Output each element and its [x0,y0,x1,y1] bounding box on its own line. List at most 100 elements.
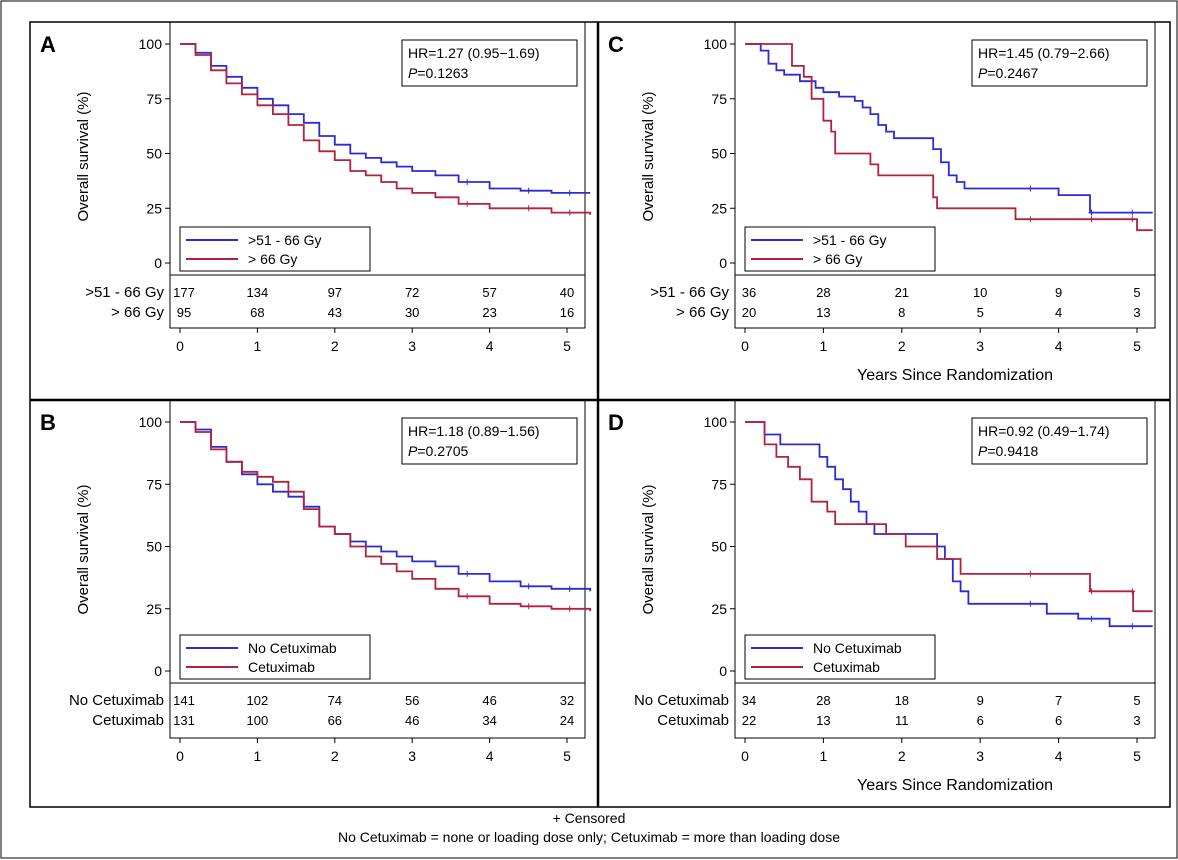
footnote-definition: No Cetuximab = none or loading dose only… [338,829,840,845]
risk-count: 34 [482,713,496,728]
y-axis-label: Overall survival (%) [75,91,92,221]
censor-mark [1088,615,1095,622]
risk-count: 5 [1133,693,1140,708]
risk-count: 30 [405,305,419,320]
survival-curve-2 [745,421,1153,613]
x-tick-label: 5 [563,748,571,764]
y-tick-label: 50 [711,146,727,162]
legend-label-1: >51 - 66 Gy [813,232,887,248]
censor-mark [1129,588,1136,595]
y-tick-label: 0 [154,663,162,679]
survival-curve-2 [180,43,592,215]
p-value: =0.2467 [987,65,1038,81]
y-tick-label: 75 [146,476,162,492]
survival-curve-1 [745,43,1153,214]
panels-frame [29,21,1171,808]
p-symbol: P [978,443,988,459]
legend-label-2: Cetuximab [248,659,315,675]
legend-label-1: No Cetuximab [248,640,337,656]
plot-frame [734,21,1156,329]
risk-count: 36 [742,285,756,300]
y-tick-label: 50 [146,146,162,162]
x-tick-label: 2 [898,338,906,354]
panel-c: C Overall survival (%) 0 25 50 75 100 0 1 2 3 4 5 Yea… [608,21,1156,384]
panel-label: A [40,32,56,57]
panel-label: C [608,32,624,57]
risk-row-label-2: > 66 Gy [111,304,164,321]
censor-mark [525,187,532,194]
risk-count: 141 [173,693,195,708]
risk-count: 10 [973,285,987,300]
risk-count: 9 [1055,285,1062,300]
y-tick-label: 100 [139,414,163,430]
panel-label: B [40,410,56,435]
x-tick-label: 1 [254,748,262,764]
legend-label-1: >51 - 66 Gy [248,232,322,248]
risk-count: 13 [816,713,830,728]
risk-count: 21 [895,285,909,300]
survival-curve-1 [745,421,1153,628]
censor-mark [464,570,471,577]
legend-label-2: > 66 Gy [813,251,862,267]
y-tick-label: 0 [719,663,727,679]
x-tick-label: 0 [176,338,184,354]
stats-box [401,39,578,87]
p-value: =0.9418 [987,443,1038,459]
p-symbol: P [978,65,988,81]
plot-frame [169,21,586,329]
x-tick-label: 1 [820,338,828,354]
risk-count: 7 [1055,693,1062,708]
risk-count: 177 [173,285,195,300]
risk-count: 8 [898,305,905,320]
risk-count: 3 [1133,305,1140,320]
risk-count: 57 [482,285,496,300]
x-tick-label: 5 [1133,748,1141,764]
p-symbol: P [408,65,418,81]
survival-curve-2 [745,43,1153,232]
y-tick-label: 75 [146,91,162,107]
risk-count: 66 [328,713,342,728]
y-tick-label: 75 [711,476,727,492]
x-tick-label: 3 [976,748,984,764]
x-tick-label: 3 [408,338,416,354]
y-tick-label: 25 [146,601,162,617]
censor-mark [566,605,573,612]
risk-count: 3 [1133,713,1140,728]
y-tick-label: 50 [146,539,162,555]
survival-curve-2 [180,421,592,612]
x-tick-label: 4 [1055,338,1063,354]
risk-count: 134 [247,285,269,300]
legend-box [179,634,371,680]
risk-count: 46 [482,693,496,708]
legend-label-2: > 66 Gy [248,251,297,267]
risk-count: 18 [895,693,909,708]
risk-count: 95 [177,305,191,320]
y-axis-label: Overall survival (%) [75,484,92,614]
legend-label-1: No Cetuximab [813,640,902,656]
x-tick-label: 1 [254,338,262,354]
censor-mark [1088,216,1095,223]
risk-count: 5 [1133,285,1140,300]
risk-count: 68 [250,305,264,320]
censor-mark [1027,216,1034,223]
censor-mark [525,603,532,610]
p-value-text: P=0.1263 [408,65,469,81]
risk-count: 74 [328,693,342,708]
censor-mark [464,593,471,600]
risk-count: 28 [816,693,830,708]
panel-label: D [608,410,624,435]
risk-count: 11 [895,713,909,728]
x-tick-label: 3 [976,338,984,354]
risk-count: 22 [742,713,756,728]
y-tick-label: 100 [139,36,163,52]
risk-row-label-1: No Cetuximab [634,692,729,709]
risk-count: 34 [742,693,756,708]
legend-box [744,226,936,272]
x-tick-label: 4 [486,748,494,764]
p-value: =0.1263 [417,65,468,81]
legend-box [744,634,936,680]
legend-box [179,226,371,272]
risk-count: 72 [405,285,419,300]
